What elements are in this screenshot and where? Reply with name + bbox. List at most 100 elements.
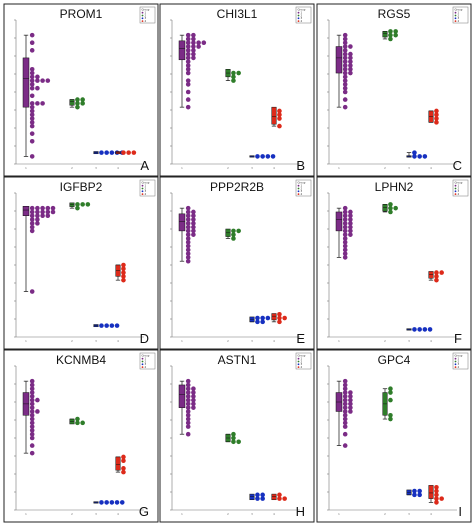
data-point	[29, 131, 35, 136]
data-point	[29, 386, 35, 392]
data-point	[104, 323, 109, 328]
legend-marker	[141, 17, 144, 20]
panel-letter: H	[296, 504, 305, 519]
x-tick-label: 1	[181, 339, 183, 343]
data-point	[231, 236, 236, 241]
legend-label: 1	[458, 11, 460, 15]
panel-frame	[159, 176, 315, 350]
data-point	[185, 104, 191, 110]
data-point	[348, 63, 353, 68]
box	[335, 211, 343, 232]
legend-marker	[297, 187, 300, 190]
data-point	[121, 274, 126, 279]
data-point	[29, 40, 35, 46]
panel-frame	[3, 3, 159, 177]
data-point	[185, 416, 191, 422]
data-point	[29, 382, 35, 388]
data-point	[185, 258, 191, 264]
gene-title: CHI3L1	[217, 7, 258, 21]
box	[22, 206, 30, 216]
data-point	[342, 412, 348, 418]
data-point	[185, 78, 191, 83]
x-tick-label: 4	[430, 166, 432, 170]
data-point	[40, 209, 45, 215]
panel-letter: C	[453, 158, 462, 173]
data-point	[185, 66, 191, 72]
x-tick-label: 4	[430, 512, 432, 516]
data-point	[75, 416, 80, 422]
group-3-series	[93, 323, 120, 328]
data-point	[35, 217, 40, 222]
data-point	[342, 424, 348, 429]
data-point	[348, 401, 353, 407]
data-point	[45, 78, 51, 83]
x-tick-label: 2	[384, 512, 386, 516]
data-point	[342, 78, 348, 83]
data-point	[35, 397, 40, 403]
data-point	[185, 36, 191, 42]
data-point	[342, 55, 348, 61]
data-point	[265, 154, 271, 159]
data-point	[393, 32, 398, 38]
group-1-series	[178, 32, 207, 110]
legend-label: 1	[458, 184, 460, 188]
group-4-series	[115, 262, 126, 283]
data-point	[185, 82, 191, 87]
legend-marker	[297, 363, 300, 366]
data-point	[185, 89, 191, 95]
data-point	[185, 40, 191, 46]
data-point	[29, 108, 35, 114]
legend-marker	[297, 360, 300, 363]
data-point	[29, 450, 35, 456]
gene-title: PPP2R2B	[210, 180, 264, 194]
data-point	[75, 104, 80, 110]
data-point	[342, 386, 348, 392]
data-point	[342, 443, 348, 448]
data-point	[422, 327, 428, 332]
x-tick-label: 2	[71, 512, 73, 516]
data-point	[185, 243, 191, 249]
legend-marker	[454, 11, 457, 14]
data-point	[412, 492, 417, 498]
data-point	[185, 390, 191, 395]
legend-label: 4	[458, 19, 460, 23]
data-point	[126, 150, 131, 155]
data-point	[121, 469, 126, 475]
legend-label: 1	[145, 184, 147, 188]
data-point	[348, 232, 353, 237]
data-point	[260, 496, 265, 501]
data-point	[434, 488, 439, 494]
data-point	[236, 70, 241, 76]
legend-marker	[454, 187, 457, 190]
group-2-series	[225, 228, 241, 241]
data-point	[277, 319, 282, 325]
data-point	[40, 205, 45, 211]
data-point	[342, 205, 348, 211]
data-point	[121, 150, 126, 155]
data-point	[412, 150, 417, 155]
x-tick-label: 2	[227, 512, 229, 516]
data-point	[121, 266, 126, 272]
data-point	[29, 409, 35, 414]
data-point	[191, 36, 196, 42]
legend-label: 2	[145, 359, 147, 363]
group-3-series	[406, 327, 433, 332]
data-point	[277, 496, 282, 501]
data-point	[348, 390, 353, 395]
legend-label: 4	[458, 192, 460, 196]
data-point	[348, 397, 353, 403]
data-point	[45, 213, 51, 219]
data-point	[388, 36, 393, 42]
x-tick-label: 4	[273, 166, 275, 170]
data-point	[434, 112, 439, 118]
data-point	[342, 97, 348, 102]
data-point	[417, 492, 422, 498]
data-point	[191, 217, 196, 222]
data-point	[185, 424, 191, 429]
